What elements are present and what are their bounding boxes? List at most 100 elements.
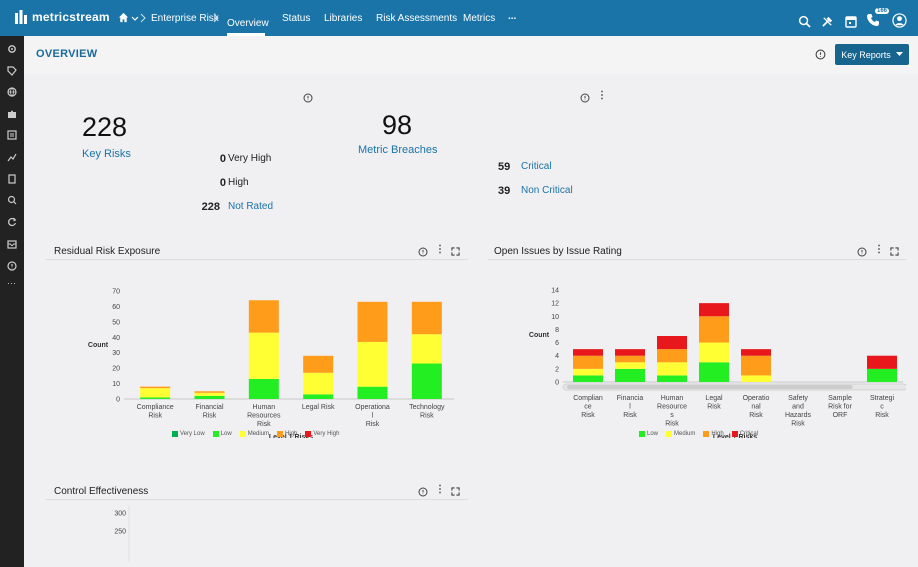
bar-segment-low[interactable] xyxy=(140,397,171,399)
bar-segment-medium[interactable] xyxy=(699,342,729,363)
bar-segment-medium[interactable] xyxy=(303,372,334,395)
y-tick-label: 0 xyxy=(116,397,120,404)
info-icon[interactable] xyxy=(418,487,428,497)
sidebar-icon-search[interactable] xyxy=(7,192,17,210)
bar-segment-medium[interactable] xyxy=(573,368,603,376)
sidebar-icon-tags[interactable] xyxy=(7,63,17,81)
legend-item-very-low[interactable]: Very Low xyxy=(172,431,205,437)
inbox-icon xyxy=(7,240,17,249)
non-critical-link[interactable]: Non Critical xyxy=(521,185,573,196)
notifications-button[interactable]: 166 xyxy=(866,8,890,32)
bar-segment-medium[interactable] xyxy=(741,375,771,382)
bar-segment-low[interactable] xyxy=(615,368,645,382)
bar-segment-critical[interactable] xyxy=(573,349,603,356)
bar-segment-high[interactable] xyxy=(741,355,771,376)
search-icon[interactable] xyxy=(798,15,811,28)
bar-segment-medium[interactable] xyxy=(248,332,279,379)
expand-icon[interactable] xyxy=(451,247,460,256)
bar-segment-low[interactable] xyxy=(699,362,729,382)
sidebar-icon-globe[interactable] xyxy=(7,84,17,102)
metric-breaches-label[interactable]: Metric Breaches xyxy=(358,144,438,156)
more-options-icon[interactable]: ⋮ xyxy=(435,244,445,255)
bar-segment-medium[interactable] xyxy=(140,388,171,398)
expand-icon[interactable] xyxy=(451,487,460,496)
metricstream-logo-icon xyxy=(15,10,27,24)
bar-segment-low[interactable] xyxy=(573,375,603,382)
info-icon[interactable] xyxy=(418,247,428,257)
bar-segment-high[interactable] xyxy=(615,355,645,363)
tab-overview[interactable]: Overview xyxy=(227,13,269,36)
legend-item-very-high[interactable]: Very High xyxy=(305,431,339,437)
sidebar-icon-settings[interactable] xyxy=(7,41,17,59)
bar-segment-critical[interactable] xyxy=(741,349,771,356)
sidebar-more-icon[interactable]: ··· xyxy=(7,278,16,288)
bar-segment-medium[interactable] xyxy=(357,341,388,387)
bar-segment-medium[interactable] xyxy=(411,334,442,364)
legend-item-low[interactable]: Low xyxy=(639,431,658,437)
legend-item-critical[interactable]: Critical xyxy=(731,431,758,437)
calendar-icon[interactable] xyxy=(845,15,857,28)
bar-segment-critical[interactable] xyxy=(699,303,729,317)
bar-segment-high[interactable] xyxy=(573,355,603,369)
legend-item-medium[interactable]: Medium xyxy=(666,431,695,437)
bar-segment-low[interactable] xyxy=(248,378,279,399)
key-risks-label[interactable]: Key Risks xyxy=(82,148,131,160)
not-rated-link[interactable]: Not Rated xyxy=(228,201,274,212)
sidebar-icon-trends[interactable] xyxy=(7,149,17,167)
sidebar-icon-help[interactable] xyxy=(7,258,17,276)
bar-segment-low[interactable] xyxy=(194,395,225,399)
home-menu[interactable] xyxy=(118,12,139,23)
sidebar-icon-puzzle[interactable] xyxy=(7,106,17,124)
bar-segment-critical[interactable] xyxy=(615,349,645,356)
bar-segment-high[interactable] xyxy=(699,316,729,343)
tools-icon[interactable] xyxy=(821,15,834,28)
user-avatar-icon[interactable] xyxy=(892,13,907,28)
bar-segment-high[interactable] xyxy=(248,300,279,333)
bar-segment-medium[interactable] xyxy=(194,392,225,396)
bar-segment-high[interactable] xyxy=(657,349,687,363)
help-icon[interactable] xyxy=(815,49,826,60)
chart-scrollbar-thumb[interactable] xyxy=(567,385,853,389)
bar-segment-low[interactable] xyxy=(411,363,442,399)
more-tabs-button[interactable]: ... xyxy=(508,11,517,22)
info-icon[interactable] xyxy=(580,93,590,103)
bar-segment-high[interactable] xyxy=(194,391,225,393)
bar-segment-low[interactable] xyxy=(867,368,897,382)
bar-segment-high[interactable] xyxy=(140,386,171,389)
sidebar-icon-reports[interactable] xyxy=(7,127,17,145)
info-icon[interactable] xyxy=(857,247,867,257)
expand-icon[interactable] xyxy=(890,247,899,256)
sidebar-icon-inbox[interactable] xyxy=(7,236,17,254)
bar-segment-high[interactable] xyxy=(303,355,334,373)
tab-libraries[interactable]: Libraries xyxy=(324,13,363,24)
bar-segment-high[interactable] xyxy=(357,301,388,342)
bar-segment-high[interactable] xyxy=(411,301,442,335)
info-icon[interactable] xyxy=(303,93,313,103)
tab-metrics[interactable]: Metrics xyxy=(463,13,496,24)
more-options-icon[interactable]: ⋮ xyxy=(874,244,884,255)
more-options-icon[interactable]: ⋮ xyxy=(435,484,445,495)
sidebar-icon-documents[interactable] xyxy=(7,171,17,189)
legend-item-low[interactable]: Low xyxy=(212,431,232,437)
key-reports-button[interactable]: Key Reports xyxy=(835,44,909,65)
bar-segment-low[interactable] xyxy=(357,386,388,399)
bar-segment-low[interactable] xyxy=(657,375,687,382)
line-chart-icon xyxy=(7,153,17,162)
more-options-icon[interactable]: ⋮ xyxy=(597,90,607,101)
logo[interactable]: metricstream xyxy=(14,9,110,25)
sidebar-icon-sync[interactable] xyxy=(7,214,17,232)
legend-item-high[interactable]: High xyxy=(277,431,297,437)
legend-item-medium[interactable]: Medium xyxy=(239,431,269,437)
tab-status[interactable]: Status xyxy=(282,13,311,24)
bar-segment-critical[interactable] xyxy=(657,336,687,350)
legend-item-high[interactable]: High xyxy=(703,431,724,437)
bar-segment-medium[interactable] xyxy=(615,362,645,369)
critical-link[interactable]: Critical xyxy=(521,161,552,172)
legend-label: Very Low xyxy=(180,431,205,437)
breadcrumb-enterprise-risk[interactable]: Enterprise Risk xyxy=(151,13,219,24)
bar-segment-critical[interactable] xyxy=(867,355,897,369)
bar-segment-low[interactable] xyxy=(303,394,334,399)
breadcrumb-separator-icon xyxy=(213,13,219,23)
bar-segment-medium[interactable] xyxy=(657,362,687,376)
tab-risk-assessments[interactable]: Risk Assessments xyxy=(376,13,458,24)
